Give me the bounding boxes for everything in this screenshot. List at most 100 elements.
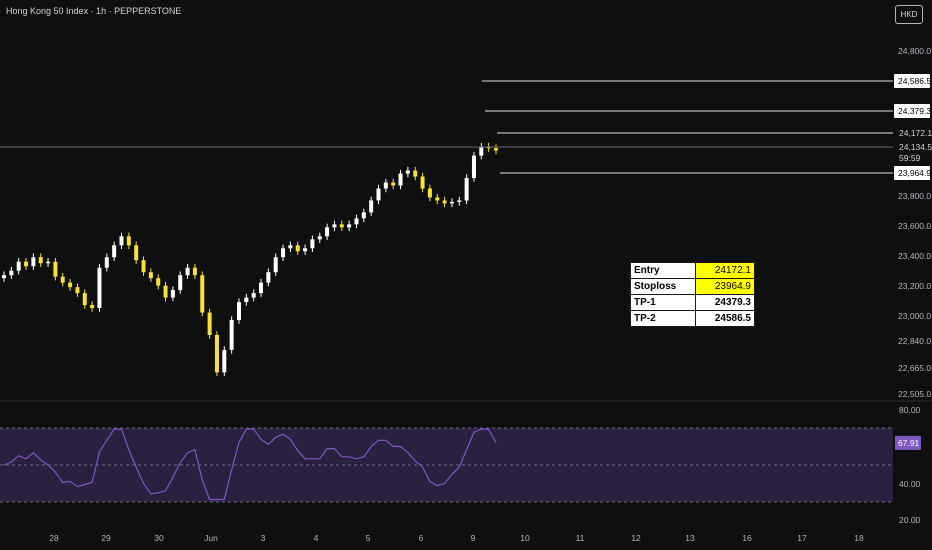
candle-body[interactable] [192,267,197,276]
candle-body[interactable] [163,285,168,298]
candle-body[interactable] [339,224,344,228]
candle-body[interactable] [244,297,249,303]
time-label: 5 [366,533,371,543]
candle-body[interactable] [449,201,454,204]
candle-body[interactable] [369,200,374,213]
candle-body[interactable] [46,261,51,264]
candle-body[interactable] [391,182,396,186]
candle-body[interactable] [435,197,440,201]
candle-body[interactable] [31,257,36,267]
table-row: TP-1 24379.3 [630,294,755,311]
candle-body[interactable] [288,245,293,249]
candle-body[interactable] [471,155,476,179]
candle-body[interactable] [141,260,146,273]
candle-body[interactable] [156,278,161,286]
candle-body[interactable] [354,218,359,225]
candle-body[interactable] [259,282,264,294]
candle-body[interactable] [185,267,190,276]
candle-body[interactable] [317,236,322,240]
price-tick-label: 23,600.0 [898,221,931,231]
candle-body[interactable] [376,188,381,201]
price-tick-label: 23,800.0 [898,191,931,201]
candle-body[interactable] [383,182,388,189]
candle-body[interactable] [90,305,95,309]
candle-body[interactable] [442,200,447,204]
candle-body[interactable] [332,224,337,228]
candle-body[interactable] [464,178,469,201]
candle-body[interactable] [494,148,498,151]
time-label: 9 [471,533,476,543]
candle-body[interactable] [229,320,234,350]
candle-body[interactable] [53,261,58,277]
price-tick-label: 22,505.0 [898,389,931,399]
candle-body[interactable] [24,261,29,267]
candle-body[interactable] [420,176,425,189]
candle-body[interactable] [398,173,403,186]
price-levels [0,80,893,174]
tp2-key: TP-2 [630,310,696,327]
candle-body[interactable] [148,272,153,279]
time-axis[interactable]: 28 29 30 Jun 3 4 5 6 9 10 11 12 13 16 17 18 [49,533,864,543]
rsi-tick-label: 80.00 [899,405,921,415]
candle-body[interactable] [60,276,65,283]
tp2-value: 24586.5 [695,310,755,327]
candle-body[interactable] [236,302,241,321]
rsi-tick-label: 40.00 [899,479,921,489]
candle-body[interactable] [75,287,80,294]
time-label: 10 [520,533,530,543]
candle-body[interactable] [119,236,124,246]
candle-body[interactable] [295,245,300,252]
price-tick-label: 24,800.0 [898,46,931,56]
level-tag-bg [894,104,930,118]
candle-body[interactable] [347,224,352,228]
level-tag-tp-2: 24,586.5 [898,76,931,86]
candle-body[interactable] [126,236,131,246]
candle-body[interactable] [325,227,330,237]
level-tag-bg [894,166,930,180]
candle-body[interactable] [38,257,43,264]
candle-body[interactable] [457,200,462,202]
candle-body[interactable] [207,312,212,335]
candle-body[interactable] [222,349,227,373]
candle-body[interactable] [170,290,175,298]
candle-body[interactable] [134,245,139,261]
time-label: Jun [204,533,218,543]
candle-body[interactable] [9,270,14,276]
rsi-line[interactable] [3,428,497,501]
candle-body[interactable] [266,272,271,283]
candle-body[interactable] [104,257,109,268]
candle-body[interactable] [427,188,432,198]
candle-body[interactable] [405,170,410,174]
candle-body[interactable] [361,212,366,219]
candle-body[interactable] [97,267,102,309]
candle-body[interactable] [251,293,256,298]
candle-body[interactable] [214,334,219,373]
candle-body[interactable] [82,293,87,306]
candle-body[interactable] [200,275,205,313]
candle-body[interactable] [112,245,117,258]
candle-body[interactable] [16,261,21,271]
candle-body[interactable] [303,248,308,252]
candle-body[interactable] [68,282,73,288]
level-tag-stoploss: 23,964.9 [898,168,931,178]
price-axis[interactable]: 24,800.0 23,800.0 23,600.0 23,400.0 23,200.0… [894,46,932,399]
candle-body[interactable] [178,275,183,291]
currency-button[interactable]: HKD [895,5,923,24]
table-row: Entry 24172.1 [630,262,755,279]
candle-body[interactable] [310,239,315,249]
trade-table: Entry 24172.1 Stoploss 23964.9 TP-1 24379.3… [630,262,755,327]
candle-body[interactable] [2,275,6,279]
time-label: 17 [797,533,807,543]
rsi-value-label: 67.91 [898,438,920,448]
table-row: TP-2 24586.5 [630,310,755,327]
candle-body[interactable] [413,170,418,177]
candle-body[interactable] [273,257,278,273]
chart-title: Hong Kong 50 Index · 1h · PEPPERSTONE [6,6,182,16]
candles[interactable] [2,142,498,377]
entry-value: 24172.1 [695,262,755,279]
candle-body[interactable] [479,146,484,156]
time-label: 4 [314,533,319,543]
candle-body[interactable] [281,248,286,258]
